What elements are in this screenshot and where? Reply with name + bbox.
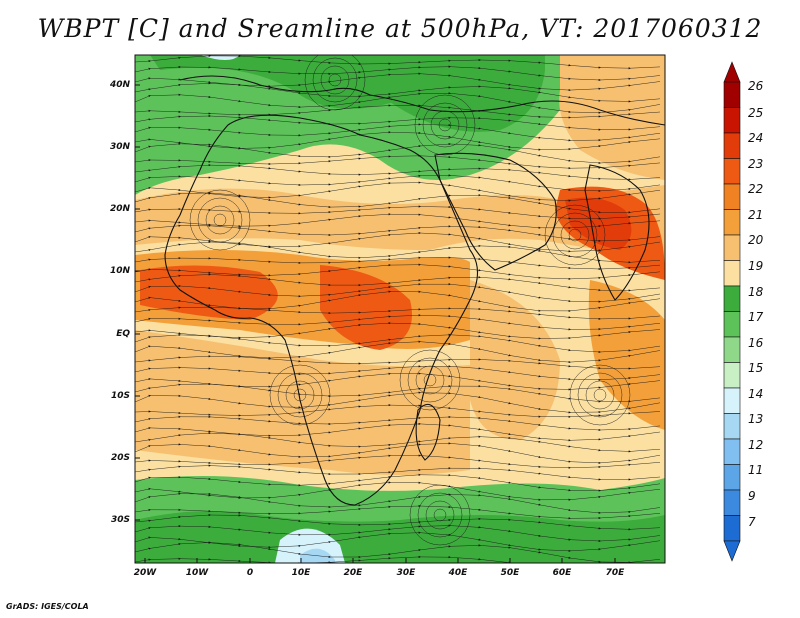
lon-label: 20E: [343, 568, 363, 578]
colorbar-swatch: [723, 515, 741, 542]
streamline: [135, 555, 631, 563]
streamline-vortex: [328, 73, 342, 87]
colorbar-label: 11: [748, 463, 764, 477]
streamline-vortex: [423, 373, 437, 387]
colorbar-swatch: [723, 107, 741, 134]
colorbar-label: 14: [748, 387, 764, 401]
streamline-vortex: [425, 500, 455, 530]
colorbar-label: 12: [748, 438, 764, 452]
streamline-vortex: [569, 364, 631, 426]
colorbar-swatch: [723, 81, 741, 108]
streamline-vortex: [399, 349, 461, 411]
colorbar-swatch: [723, 183, 741, 210]
colorbar-swatch: [723, 336, 741, 363]
colorbar-swatch: [723, 489, 741, 516]
streamline-vortex: [577, 372, 623, 418]
lat-label: 20N: [109, 204, 130, 214]
colorbar-swatch: [723, 209, 741, 236]
streamline-vortex: [593, 388, 607, 402]
map-frame: [134, 54, 666, 564]
chart-title: WBPT [C] and Sreamline at 500hPa, VT: 20…: [37, 14, 763, 43]
colorbar-label: 20: [748, 233, 764, 247]
colorbar-label: 21: [748, 208, 764, 222]
streamline-vortex: [552, 212, 598, 258]
lat-label: 10N: [109, 266, 130, 276]
streamline-vortex: [544, 204, 606, 266]
streamline-vortex: [430, 110, 460, 140]
colorbar-swatch: [723, 260, 741, 287]
colorbar-label: 25: [748, 106, 764, 120]
colorbar-label: 23: [748, 157, 764, 171]
streamline-vortex: [304, 55, 366, 111]
colorbar-label: 26: [748, 79, 764, 93]
streamline-vortex: [560, 220, 590, 250]
streamline-vortex: [277, 372, 323, 418]
lat-label: 20S: [110, 453, 130, 463]
streamline-vortex: [417, 492, 463, 538]
streamline-vortex: [293, 388, 307, 402]
streamline-vortex: [407, 357, 453, 403]
colorbar-swatch: [723, 387, 741, 414]
colorbar-swatch: [723, 158, 741, 185]
streamline-vortex: [414, 94, 476, 156]
lat-label: 30N: [109, 142, 130, 152]
lon-label: 10E: [291, 568, 311, 578]
colorbar-swatch: [723, 234, 741, 261]
colorbar-label: 7: [748, 515, 756, 529]
streamline-vortex: [269, 364, 331, 426]
streamline-vortex: [438, 118, 452, 132]
lon-label: 40E: [448, 568, 468, 578]
lon-label: 50E: [500, 568, 520, 578]
colorbar-label: 18: [748, 285, 764, 299]
streamline-vortex: [285, 380, 315, 410]
colorbar-label: 15: [748, 361, 764, 375]
streamline-vortex: [320, 65, 350, 95]
colorbar-swatch: [723, 311, 741, 338]
lat-label: 30S: [110, 515, 130, 525]
colorbar-swatch: [723, 413, 741, 440]
streamline-vortex: [568, 228, 582, 242]
colorbar-label: 19: [748, 259, 764, 273]
colorbar-label: 22: [748, 182, 764, 196]
streamline-vortex: [409, 484, 471, 546]
streamline-vortex: [433, 508, 447, 522]
lon-label: 0: [246, 568, 254, 578]
colorbar-swatch: [723, 285, 741, 312]
colorbar-label: 9: [748, 489, 756, 503]
colorbar-label: 13: [748, 412, 764, 426]
colorbar-label: 24: [748, 131, 764, 145]
colorbar-top-arrow: [723, 61, 741, 83]
colorbar: [723, 61, 741, 562]
lon-label: 60E: [552, 568, 572, 578]
streamline-vortex: [415, 365, 445, 395]
streamline-vortex: [312, 57, 358, 103]
colorbar-swatch: [723, 438, 741, 465]
streamline-vortex: [189, 189, 251, 251]
lon-label: 70E: [605, 568, 625, 578]
colorbar-swatch: [723, 464, 741, 491]
streamline: [135, 55, 661, 70]
lon-label: 20W: [133, 568, 157, 578]
colorbar-swatch: [723, 132, 741, 159]
colorbar-label: 17: [748, 310, 764, 324]
colorbar-bottom-arrow: [723, 540, 741, 562]
streamline-vortex: [205, 205, 235, 235]
streamlines: [135, 55, 661, 563]
colorbar-swatch: [723, 362, 741, 389]
lon-label: 30E: [396, 568, 416, 578]
streamline-vortex: [422, 102, 468, 148]
colorbar-label: 16: [748, 336, 764, 350]
streamline-vortex: [197, 197, 243, 243]
lat-label: 40N: [109, 80, 130, 90]
streamline-vortex: [585, 380, 615, 410]
lon-label: 10W: [185, 568, 209, 578]
lat-label: 10S: [110, 391, 130, 401]
streamline-vortex: [213, 213, 227, 227]
wbpt-field: [135, 55, 665, 563]
axis-ticks: [135, 84, 616, 563]
lat-label: EQ: [116, 329, 130, 339]
credit-label: GrADS: IGES/COLA: [6, 602, 89, 611]
